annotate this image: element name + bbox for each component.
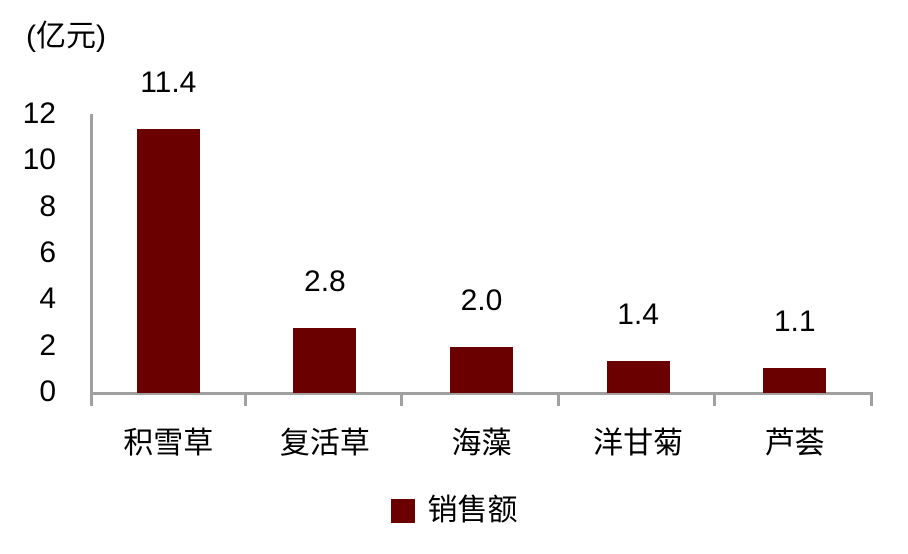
y-axis-tick-label: 8 (39, 189, 56, 223)
bar-value-label: 1.4 (617, 298, 659, 331)
y-axis-tick-label: 0 (39, 375, 56, 408)
bar (450, 347, 513, 393)
x-axis-tick-mark (870, 392, 873, 406)
y-axis-tick-label: 12 (22, 97, 56, 130)
x-axis-category-label: 复活草 (279, 427, 370, 460)
x-axis-tick-mark (243, 392, 247, 406)
bar (606, 361, 670, 393)
bar-value-label: 1.1 (773, 305, 816, 338)
bar-value-label: 11.4 (140, 66, 197, 99)
x-axis-line (90, 392, 873, 395)
x-axis-category-label: 积雪草 (123, 427, 214, 460)
bar-value-label: 2.8 (304, 265, 346, 298)
legend-label: 销售额 (427, 494, 518, 527)
plot-area: 11.4 2.8 2.0 1.4 1.1 (90, 67, 873, 393)
y-axis-tick-label: 10 (22, 143, 56, 177)
y-axis-tick-label: 6 (39, 236, 56, 269)
x-axis-tick-mark (713, 392, 717, 406)
y-axis-line (90, 114, 93, 406)
bar (136, 129, 200, 393)
bar-value-label: 2.0 (460, 284, 503, 317)
legend: 销售额 (0, 494, 908, 528)
bar (763, 368, 827, 393)
x-axis-category-label: 海藻 (451, 427, 512, 460)
x-axis-tick-mark (90, 392, 93, 406)
legend-swatch (390, 499, 415, 523)
y-axis-unit-label: (亿元) (26, 20, 106, 53)
y-axis-tick-label: 2 (39, 328, 56, 362)
x-axis-category-label: 芦荟 (764, 427, 825, 460)
y-axis-tick-label: 4 (39, 282, 56, 316)
bar (293, 328, 357, 393)
x-axis-category-label: 洋甘菊 (593, 427, 684, 460)
x-axis-tick-mark (400, 392, 404, 406)
x-axis-tick-mark (556, 392, 560, 406)
